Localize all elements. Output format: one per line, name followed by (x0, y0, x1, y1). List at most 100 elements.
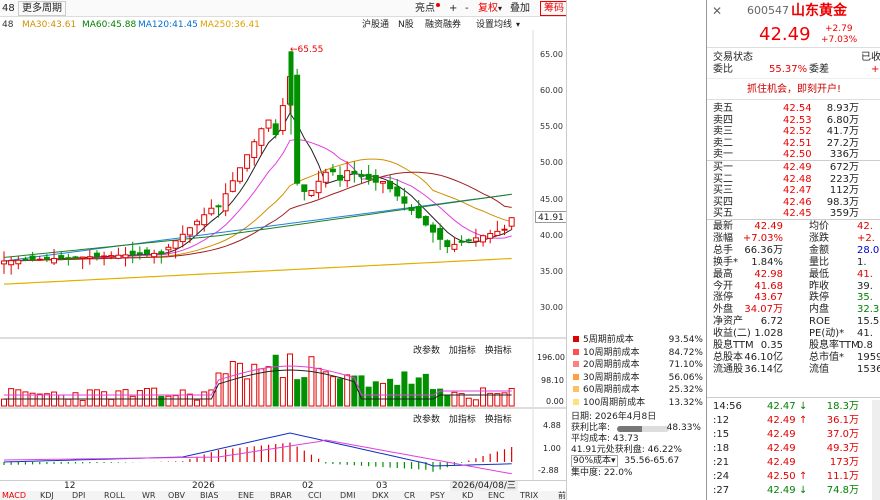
volume-bar (229, 360, 236, 407)
price-tick: 50.00 (540, 158, 563, 168)
cost-range-select[interactable]: 90%成本▾ (571, 455, 618, 467)
orderbook-sell-row: 卖三 42.52 41.7万 (707, 126, 880, 138)
stat-label: 涨跌 (809, 232, 829, 244)
indicator-tab-enc[interactable]: ENC (488, 491, 505, 500)
stat-label: 内盘 (809, 304, 829, 316)
volume-bar (372, 381, 379, 407)
indicator-tab-trix[interactable]: TRIX (520, 491, 539, 500)
candle-body (86, 256, 93, 259)
period-value[interactable]: 48 (2, 3, 15, 14)
stat-label: 均价 (809, 221, 829, 232)
vol-add-indicator-button[interactable]: 加指标 (448, 346, 476, 356)
volume-bar (93, 389, 100, 407)
sell-price: 42.51 (783, 137, 812, 149)
candle-body (8, 260, 15, 266)
stat-label: 最高 (713, 268, 733, 280)
indicator-tab-dpi[interactable]: DPI (72, 491, 86, 500)
adjust-button[interactable]: 复权 (478, 3, 498, 14)
price-tick: 60.00 (540, 86, 563, 96)
tick-volume: 74.8万 (826, 485, 859, 496)
stat-label: 股息率TTM (809, 340, 860, 351)
stat-value: 42.98 (754, 268, 783, 280)
volume-bar (465, 397, 472, 407)
macd-edit-params-button[interactable]: 改参数 (413, 415, 441, 425)
indicator-tab-brar[interactable]: BRAR (270, 491, 292, 500)
tab-ma-settings[interactable]: 设置均线 (476, 20, 513, 30)
chip-legend-row: 5周期前成本 93.54% (573, 334, 703, 346)
stat-label: 股息TTM (713, 340, 754, 351)
more-period-button[interactable]: 更多周期 (18, 1, 66, 16)
profit-ratio-fill (617, 426, 643, 432)
x-cursor-date: 2026/04/08/三 (450, 481, 518, 491)
chip-legend-pct: 84.72% (668, 347, 703, 358)
buy-price: 42.49 (783, 162, 812, 173)
candle-body (344, 170, 351, 182)
overlay-button[interactable]: 叠加 (510, 3, 530, 14)
x-tick: 12 (64, 481, 76, 491)
indicator-tab-bias[interactable]: BIAS (200, 491, 219, 500)
indicator-tab-cr[interactable]: CR (404, 491, 416, 500)
sell-level-label: 卖一 (713, 149, 733, 160)
volume-bar (437, 388, 444, 407)
stat-value: 34.07万 (744, 304, 783, 316)
price-chart[interactable] (0, 18, 566, 483)
kline-chart-area[interactable]: 48 更多周期 亮点 + - 复权 ▾ 叠加 筹码 48 MA30:43.61 … (0, 0, 568, 500)
indicator-tab-psy[interactable]: PSY (430, 491, 445, 500)
indicator-tab-cci[interactable]: CCI (308, 491, 322, 500)
vol-switch-indicator-button[interactable]: 换指标 (484, 346, 512, 356)
tick-scrollbar[interactable] (872, 400, 880, 500)
sell-volume: 41.7万 (826, 126, 859, 137)
chip-legend-row: 20周期前成本 71.10% (573, 359, 703, 371)
indicator-tab-dkx[interactable]: DKX (372, 491, 389, 500)
indicator-tab-macd[interactable]: MACD (2, 491, 26, 500)
stat-label: 总市值* (809, 351, 844, 363)
chip-button[interactable]: 筹码 (540, 1, 568, 16)
chip-legend-swatch (573, 336, 579, 342)
indicator-tab-kdj[interactable]: KDJ (40, 491, 54, 500)
volume-bar (294, 379, 301, 407)
tab-margin[interactable]: 融资融券 (425, 20, 462, 30)
indicator-tab-前性成交量[interactable]: 前性成交量 (558, 491, 566, 500)
volume-bar (215, 372, 222, 407)
macd-panel-controls: 改参数 加指标 换指标 (413, 412, 512, 425)
tick-volume: 36.1万 (826, 415, 859, 426)
macd-switch-indicator-button[interactable]: 换指标 (484, 415, 512, 425)
volume-bar (36, 393, 43, 407)
candle-body (122, 254, 129, 259)
vol-edit-params-button[interactable]: 改参数 (413, 346, 441, 356)
indicator-tab-dmi[interactable]: DMI (340, 491, 356, 500)
highlight-button[interactable]: 亮点 (415, 3, 435, 14)
stat-value: 28.00 (857, 244, 880, 256)
sell-level-label: 卖三 (713, 126, 733, 137)
zoom-in-button[interactable]: + (449, 3, 458, 14)
close-panel-icon[interactable]: ✕ (712, 4, 723, 18)
chart-toolbar: 48 更多周期 亮点 + - 复权 ▾ 叠加 筹码 (0, 0, 568, 17)
ma30-line (3, 171, 512, 262)
chip-legend-label: 60周期前成本 (583, 385, 640, 395)
tick-time: :18 (713, 443, 730, 454)
ma-legend-item: MA250:36.41 (200, 20, 260, 30)
vol-axis-mid: 98.10 (541, 376, 564, 385)
zoom-out-button[interactable]: - (465, 3, 469, 14)
macd-add-indicator-button[interactable]: 加指标 (448, 415, 476, 425)
candle-body (487, 233, 494, 239)
orderbook-sell-row: 卖一 42.50 336万 (707, 149, 880, 161)
candle-body (144, 249, 150, 255)
candle-body (272, 123, 279, 136)
tab-n-share[interactable]: N股 (398, 20, 414, 30)
promo-link[interactable]: 抓住机会，即刻开户! (707, 78, 880, 100)
buy-level-label: 买一 (713, 162, 733, 173)
tick-row: :27 42.49 ↓ 74.8万 (707, 484, 880, 497)
volume-bar (351, 375, 358, 407)
indicator-tab-roll[interactable]: ROLL (104, 491, 125, 500)
indicator-tab-wr[interactable]: WR (142, 491, 156, 500)
tab-hk-connect[interactable]: 沪股通 (362, 20, 390, 30)
indicator-tab-ene[interactable]: ENE (238, 491, 255, 500)
highlight-dot-icon (436, 3, 440, 7)
indicator-tab-obv[interactable]: OBV (168, 491, 186, 500)
stat-label: 跌停 (809, 292, 829, 304)
last-price: 42.49 (759, 24, 811, 45)
volume-bar (472, 399, 479, 407)
indicator-tab-kd[interactable]: KD (462, 491, 474, 500)
chip-legend-swatch (573, 398, 579, 405)
